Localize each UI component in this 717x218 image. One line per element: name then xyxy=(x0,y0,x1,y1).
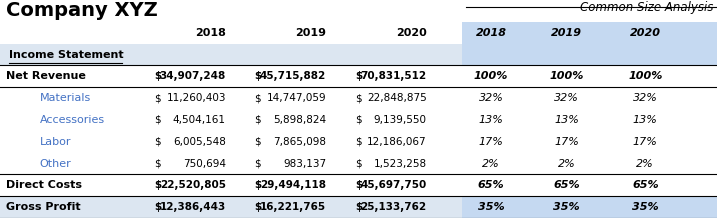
Text: Common Size Analysis: Common Size Analysis xyxy=(580,1,713,14)
Text: 750,694: 750,694 xyxy=(183,158,226,169)
Text: 100%: 100% xyxy=(628,71,663,81)
Text: 2%: 2% xyxy=(637,158,654,169)
Text: 100%: 100% xyxy=(549,71,584,81)
Text: $: $ xyxy=(355,71,362,81)
Text: 13%: 13% xyxy=(479,115,503,125)
Text: $: $ xyxy=(154,137,161,147)
Text: 4,504,161: 4,504,161 xyxy=(173,115,226,125)
Text: $: $ xyxy=(255,180,262,190)
Text: 13%: 13% xyxy=(633,115,657,125)
Text: 65%: 65% xyxy=(478,180,505,190)
Text: 2%: 2% xyxy=(483,158,500,169)
Text: 22,848,875: 22,848,875 xyxy=(367,93,427,103)
Text: 1,523,258: 1,523,258 xyxy=(374,158,427,169)
Text: 13%: 13% xyxy=(554,115,579,125)
Text: 34,907,248: 34,907,248 xyxy=(160,71,226,81)
Text: 17%: 17% xyxy=(633,137,657,147)
Text: 100%: 100% xyxy=(474,71,508,81)
Text: 5,898,824: 5,898,824 xyxy=(273,115,326,125)
Text: 14,747,059: 14,747,059 xyxy=(267,93,326,103)
Text: 29,494,118: 29,494,118 xyxy=(260,180,326,190)
Text: Company XYZ: Company XYZ xyxy=(6,1,158,20)
Text: Other: Other xyxy=(39,158,71,169)
Text: 2020: 2020 xyxy=(630,28,661,38)
Text: Direct Costs: Direct Costs xyxy=(6,180,82,190)
Bar xyxy=(0,196,462,218)
Text: 17%: 17% xyxy=(554,137,579,147)
Text: 65%: 65% xyxy=(553,180,580,190)
Bar xyxy=(462,196,717,218)
Text: Income Statement: Income Statement xyxy=(9,49,123,60)
Text: $: $ xyxy=(255,158,261,169)
Text: 9,139,550: 9,139,550 xyxy=(374,115,427,125)
Text: $: $ xyxy=(154,93,161,103)
Text: 32%: 32% xyxy=(554,93,579,103)
Text: $: $ xyxy=(154,115,161,125)
Text: 32%: 32% xyxy=(633,93,657,103)
Text: $: $ xyxy=(154,71,161,81)
Bar xyxy=(462,44,717,65)
Text: 7,865,098: 7,865,098 xyxy=(273,137,326,147)
Text: 12,186,067: 12,186,067 xyxy=(367,137,427,147)
Text: Labor: Labor xyxy=(39,137,71,147)
Text: 35%: 35% xyxy=(553,202,580,212)
Text: 35%: 35% xyxy=(478,202,505,212)
Text: $: $ xyxy=(255,202,262,212)
Text: $: $ xyxy=(355,93,361,103)
Text: $: $ xyxy=(255,115,261,125)
Text: 983,137: 983,137 xyxy=(283,158,326,169)
Text: $: $ xyxy=(154,158,161,169)
Text: 25,133,762: 25,133,762 xyxy=(361,202,427,212)
Text: 6,005,548: 6,005,548 xyxy=(173,137,226,147)
Text: 32%: 32% xyxy=(479,93,503,103)
Text: Materials: Materials xyxy=(39,93,90,103)
Text: 35%: 35% xyxy=(632,202,659,212)
Bar xyxy=(462,22,717,44)
Text: 45,715,882: 45,715,882 xyxy=(260,71,326,81)
Text: 16,221,765: 16,221,765 xyxy=(260,202,326,212)
Text: 12,386,443: 12,386,443 xyxy=(160,202,226,212)
Text: 17%: 17% xyxy=(479,137,503,147)
Text: 11,260,403: 11,260,403 xyxy=(166,93,226,103)
Text: $: $ xyxy=(255,93,261,103)
Text: $: $ xyxy=(154,202,161,212)
Text: $: $ xyxy=(355,137,361,147)
Text: $: $ xyxy=(355,158,361,169)
Text: Gross Profit: Gross Profit xyxy=(6,202,80,212)
Text: 2%: 2% xyxy=(558,158,575,169)
Text: 2018: 2018 xyxy=(475,28,507,38)
Text: $: $ xyxy=(255,137,261,147)
Text: Net Revenue: Net Revenue xyxy=(6,71,85,81)
Text: 2019: 2019 xyxy=(551,28,582,38)
Text: 2018: 2018 xyxy=(195,28,226,38)
Text: $: $ xyxy=(355,115,361,125)
Text: 22,520,805: 22,520,805 xyxy=(160,180,226,190)
Text: $: $ xyxy=(355,180,362,190)
Text: 2019: 2019 xyxy=(295,28,326,38)
Text: 2020: 2020 xyxy=(396,28,427,38)
Text: Accessories: Accessories xyxy=(39,115,105,125)
Text: $: $ xyxy=(154,180,161,190)
Text: 45,697,750: 45,697,750 xyxy=(361,180,427,190)
Text: 70,831,512: 70,831,512 xyxy=(361,71,427,81)
Text: $: $ xyxy=(255,71,262,81)
Text: $: $ xyxy=(355,202,362,212)
Bar xyxy=(0,44,462,65)
Text: 65%: 65% xyxy=(632,180,659,190)
